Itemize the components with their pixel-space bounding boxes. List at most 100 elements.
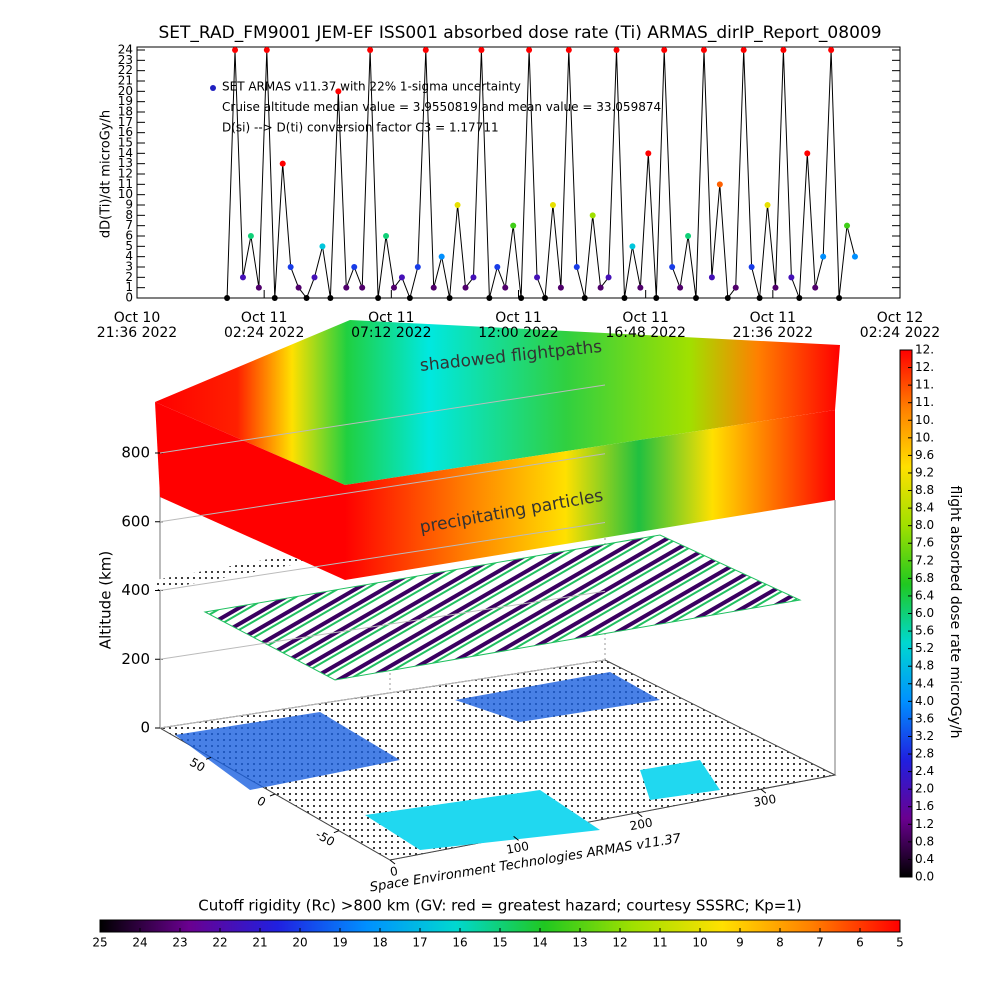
colorbar-tick-label: 11 bbox=[652, 936, 667, 950]
colorbar-tick-label: 6.0 bbox=[915, 606, 934, 620]
lon-tick bbox=[513, 835, 519, 841]
x-tick-label: Oct 12 02:24 2022 bbox=[860, 310, 940, 341]
colorbar-tick-label: 7 bbox=[816, 936, 824, 950]
dose-point bbox=[295, 284, 302, 291]
dose-point bbox=[708, 274, 715, 281]
colorbar-tick-label: 11. bbox=[915, 395, 934, 409]
dose-point bbox=[303, 295, 310, 301]
y-tick-label: 9 bbox=[125, 198, 133, 212]
colorbar-tick-label: 15 bbox=[492, 936, 507, 950]
colorbar-tick-label: 12. bbox=[915, 343, 934, 357]
y-tick-label: 14 bbox=[118, 146, 133, 160]
dose-point bbox=[756, 295, 763, 301]
dose-point bbox=[851, 253, 858, 260]
dose-point bbox=[462, 284, 469, 291]
grid-line bbox=[159, 659, 606, 729]
y-tick-label: 16 bbox=[118, 125, 133, 139]
grid-line bbox=[159, 522, 606, 591]
y-tick-label: 13 bbox=[118, 156, 133, 170]
dose-point bbox=[637, 284, 644, 291]
dose-point bbox=[557, 284, 564, 291]
dose-point bbox=[359, 284, 366, 291]
colorbar-tick-label: 4.4 bbox=[915, 676, 934, 690]
colorbar-tick-label: 10 bbox=[692, 936, 707, 950]
z-tick-label: 400 bbox=[121, 581, 150, 599]
dose-point bbox=[454, 202, 461, 208]
colorbar-tick-label: 14 bbox=[532, 936, 547, 950]
dose-point bbox=[589, 212, 596, 219]
dose-point bbox=[597, 284, 604, 291]
dose-point bbox=[319, 243, 326, 250]
x-tick-label: Oct 11 16:48 2022 bbox=[605, 310, 685, 341]
dose-point bbox=[804, 150, 811, 157]
dose-point bbox=[478, 47, 485, 53]
z-axis-label: Altitude (km) bbox=[97, 551, 115, 649]
dose-point bbox=[565, 47, 572, 53]
colorbar-tick-label: 2.0 bbox=[915, 782, 934, 796]
colorbar-tick-label: 23 bbox=[172, 936, 187, 950]
x-tick-label: Oct 10 21:36 2022 bbox=[97, 310, 177, 341]
dose-point bbox=[772, 284, 779, 291]
colorbar-tick-label: 12 bbox=[612, 936, 627, 950]
dose-point bbox=[343, 284, 350, 291]
colorbar-tick-label: 0.0 bbox=[915, 870, 934, 884]
y-tick-label: 10 bbox=[118, 187, 133, 201]
lon-tick bbox=[636, 812, 643, 818]
3d-scene bbox=[155, 320, 840, 861]
lat-tick bbox=[269, 793, 276, 797]
colorbar-tick-label: 17 bbox=[412, 936, 427, 950]
dose-point bbox=[796, 295, 803, 301]
colorbar-tick-label: 2.4 bbox=[915, 764, 934, 778]
dose-point bbox=[383, 233, 390, 239]
dose-point bbox=[526, 47, 533, 53]
dose-point bbox=[390, 284, 397, 291]
dose-point bbox=[581, 295, 588, 301]
grid-line bbox=[159, 453, 606, 523]
colorbar-tick-label: 9.2 bbox=[915, 465, 934, 479]
x-tick-label: Oct 11 12:00 2022 bbox=[478, 310, 558, 341]
colorbar-tick-label: 5 bbox=[896, 936, 904, 950]
dose-point bbox=[502, 284, 509, 291]
z-tick-label: 0 bbox=[140, 719, 150, 737]
dose-point bbox=[398, 274, 405, 281]
dose-point bbox=[621, 295, 628, 301]
dose-point bbox=[255, 284, 262, 291]
dose-point bbox=[486, 295, 493, 301]
dose-point bbox=[438, 253, 445, 260]
lon-tick-label: 100 bbox=[505, 839, 530, 857]
colorbar-tick-label: 5.6 bbox=[915, 624, 934, 638]
colorbar-tick-label: 8.0 bbox=[915, 518, 934, 532]
colorbar-tick-label: 10. bbox=[915, 430, 934, 444]
dose-point bbox=[836, 295, 843, 301]
y-tick-label: 18 bbox=[118, 105, 133, 119]
dose-point bbox=[828, 47, 835, 53]
colorbar-title: Cutoff rigidity (Rc) >800 km (GV: red = … bbox=[198, 897, 801, 915]
colorbar-tick-label: 7.2 bbox=[915, 553, 934, 567]
dose-point bbox=[406, 295, 413, 301]
dose-point bbox=[287, 264, 294, 270]
dose-point bbox=[677, 284, 684, 291]
dose-point bbox=[414, 264, 421, 270]
y-tick-label: 11 bbox=[118, 177, 133, 191]
dose-point bbox=[367, 47, 374, 53]
lat-tick-label: -50 bbox=[313, 827, 337, 849]
dose-point bbox=[653, 295, 660, 301]
grid-line bbox=[159, 590, 606, 660]
dose-point bbox=[780, 47, 787, 53]
lat-tick-label: 0 bbox=[254, 794, 268, 810]
y-tick-label: 4 bbox=[125, 249, 133, 263]
colorbar-tick-label: 6.4 bbox=[915, 588, 934, 602]
colorbar-tick-label: 20 bbox=[292, 936, 307, 950]
x-tick-label: Oct 11 21:36 2022 bbox=[733, 310, 813, 341]
colorbar-tick-label: 6.8 bbox=[915, 571, 934, 585]
colorbar-tick-label: 6 bbox=[856, 936, 864, 950]
dose-point bbox=[239, 274, 246, 281]
dose-point bbox=[605, 274, 612, 281]
z-tick-label: 800 bbox=[121, 444, 150, 462]
dose-point bbox=[470, 274, 477, 281]
colorbar-tick-label: 11. bbox=[915, 378, 934, 392]
dose-point bbox=[518, 295, 525, 301]
dose-point bbox=[263, 47, 270, 53]
dose-point bbox=[573, 264, 580, 270]
